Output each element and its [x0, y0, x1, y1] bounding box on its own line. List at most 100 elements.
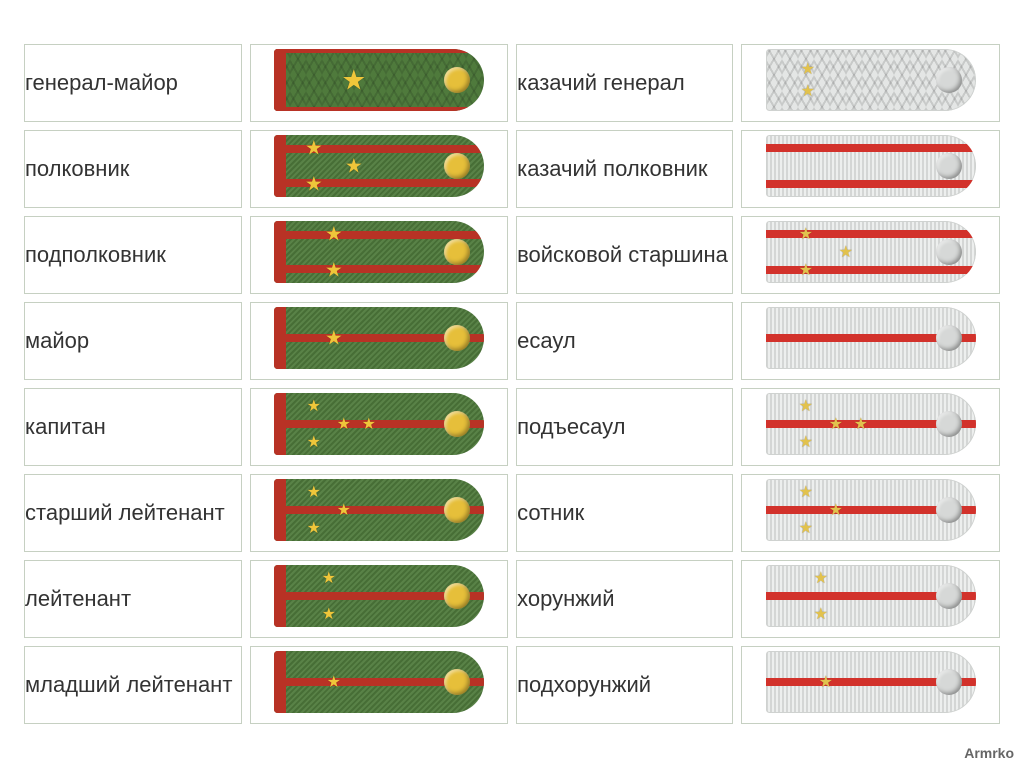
rank-star: ★	[814, 568, 828, 588]
rank-label-army: полковник	[24, 130, 242, 208]
insignia-cell-army: ★ ★ ★	[250, 130, 509, 208]
rank-star: ★	[854, 414, 868, 434]
board-button	[936, 411, 962, 437]
rank-star: ★	[345, 154, 363, 179]
shoulder-board: ★ ★ ★	[766, 221, 976, 283]
rank-star: ★	[362, 414, 376, 434]
rank-star: ★	[307, 482, 321, 502]
rank-label-cossack: подхорунжий	[516, 646, 733, 724]
rank-star: ★	[307, 432, 321, 452]
shoulder-board: ★	[274, 651, 484, 713]
insignia-cell-army: ★★	[250, 560, 509, 638]
board-button	[444, 669, 470, 695]
rank-star: ★	[799, 432, 813, 452]
board-button	[936, 239, 962, 265]
rank-label-cossack: подъесаул	[516, 388, 733, 466]
rank-label-cossack: войсковой старшина	[516, 216, 733, 294]
shoulder-board	[766, 307, 976, 369]
board-button	[444, 497, 470, 523]
rank-label-army: майор	[24, 302, 242, 380]
rank-label-army: капитан	[24, 388, 242, 466]
rank-label-cossack: казачий генерал	[516, 44, 733, 122]
rank-star: ★	[337, 414, 351, 434]
rank-star: ★	[799, 260, 813, 280]
insignia-cell-army: ★	[250, 302, 509, 380]
shoulder-board: ★ ★ ★ ★	[766, 393, 976, 455]
rank-row: подполковник★★войсковой старшина★★★	[24, 216, 1000, 294]
board-button	[444, 67, 470, 93]
rank-star: ★	[325, 258, 343, 283]
insignia-cell-cossack: ★★	[741, 560, 1000, 638]
rank-row: лейтенант★★хорунжий★★	[24, 560, 1000, 638]
rank-star: ★	[307, 518, 321, 538]
shoulder-board	[766, 135, 976, 197]
rank-label-army: младший лейтенант	[24, 646, 242, 724]
insignia-cell-cossack: ★★	[741, 44, 1000, 122]
rank-star: ★	[799, 518, 813, 538]
rank-label-army: генерал-майор	[24, 44, 242, 122]
rank-chart: генерал-майор★казачий генерал★★полковник…	[0, 0, 1024, 752]
rank-star: ★	[814, 604, 828, 624]
rank-label-army: подполковник	[24, 216, 242, 294]
shoulder-board: ★★	[766, 565, 976, 627]
rank-star: ★	[829, 414, 843, 434]
shoulder-board: ★ ★ ★	[766, 479, 976, 541]
rank-label-cossack: сотник	[516, 474, 733, 552]
insignia-cell-cossack	[741, 302, 1000, 380]
insignia-cell-cossack: ★	[741, 646, 1000, 724]
board-button	[444, 325, 470, 351]
rank-star: ★	[801, 59, 815, 79]
rank-star: ★	[801, 81, 815, 101]
board-button	[936, 583, 962, 609]
rank-label-army: старший лейтенант	[24, 474, 242, 552]
insignia-cell-army: ★ ★ ★	[250, 474, 509, 552]
insignia-cell-cossack	[741, 130, 1000, 208]
shoulder-board: ★★	[274, 221, 484, 283]
insignia-cell-army: ★★★★	[250, 388, 509, 466]
board-button	[936, 325, 962, 351]
shoulder-board: ★ ★ ★	[274, 135, 484, 197]
rank-star: ★	[322, 568, 336, 588]
rank-star: ★	[325, 326, 343, 351]
rank-star: ★	[839, 242, 853, 262]
rank-star: ★	[819, 672, 833, 692]
rank-star: ★	[799, 482, 813, 502]
rank-label-cossack: хорунжий	[516, 560, 733, 638]
insignia-cell-cossack: ★ ★ ★	[741, 474, 1000, 552]
rank-row: майор ★ есаул	[24, 302, 1000, 380]
rank-label-cossack: казачий полковник	[516, 130, 733, 208]
insignia-cell-cossack: ★ ★ ★ ★	[741, 388, 1000, 466]
board-button	[936, 669, 962, 695]
rank-star: ★	[829, 500, 843, 520]
insignia-cell-army: ★	[250, 44, 509, 122]
board-button	[936, 67, 962, 93]
rank-star: ★	[305, 136, 323, 161]
board-button	[936, 153, 962, 179]
insignia-cell-army: ★★	[250, 216, 509, 294]
board-button	[444, 239, 470, 265]
rank-row: младший лейтенант ★ подхорунжий ★	[24, 646, 1000, 724]
rank-star: ★	[341, 64, 366, 97]
rank-star: ★	[327, 672, 341, 692]
shoulder-board: ★★	[274, 565, 484, 627]
insignia-cell-army: ★	[250, 646, 509, 724]
rank-star: ★	[325, 222, 343, 247]
rank-label-cossack: есаул	[516, 302, 733, 380]
rank-star: ★	[337, 500, 351, 520]
watermark: Armrko	[964, 745, 1014, 761]
rank-star: ★	[799, 224, 813, 244]
shoulder-board: ★	[766, 651, 976, 713]
shoulder-board: ★★	[766, 49, 976, 111]
rank-star: ★	[799, 396, 813, 416]
rank-row: капитан ★ ★ ★ ★ подъесаул ★ ★ ★ ★	[24, 388, 1000, 466]
board-button	[444, 153, 470, 179]
board-button	[444, 583, 470, 609]
rank-row: генерал-майор★казачий генерал★★	[24, 44, 1000, 122]
board-button	[936, 497, 962, 523]
rank-star: ★	[305, 172, 323, 197]
rank-row: старший лейтенант ★ ★ ★ сотник ★ ★ ★	[24, 474, 1000, 552]
shoulder-board: ★ ★ ★	[274, 479, 484, 541]
rank-star: ★	[322, 604, 336, 624]
insignia-cell-cossack: ★ ★ ★	[741, 216, 1000, 294]
shoulder-board: ★★★★	[274, 393, 484, 455]
